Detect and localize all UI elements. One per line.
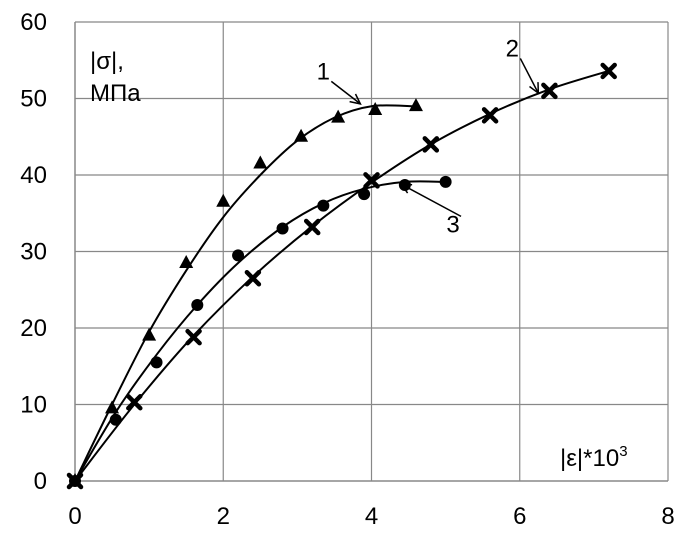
series-1-point <box>331 109 346 123</box>
series-3-point <box>109 413 122 426</box>
x-axis-label-superscript: 3 <box>619 443 627 460</box>
series-1-point <box>408 98 423 112</box>
series-3-point <box>439 175 452 188</box>
series-2-point <box>244 270 262 287</box>
axes <box>74 22 668 482</box>
grid <box>75 21 669 481</box>
annotation-arrow-2 <box>519 58 539 94</box>
series-2-point <box>600 62 617 80</box>
series-2-curve <box>74 70 609 482</box>
series-2-point <box>303 218 321 236</box>
x-tick-label: 6 <box>513 503 526 530</box>
y-tick-label: 30 <box>20 239 47 266</box>
y-tick-label: 10 <box>20 392 47 419</box>
series-2-point <box>422 136 440 153</box>
curve-annotations: 1 2 3 <box>317 35 540 238</box>
series-1-curve <box>74 104 413 482</box>
series-3-point <box>191 299 204 312</box>
y-tick-label: 50 <box>20 86 47 113</box>
x-tick-label: 2 <box>217 503 230 530</box>
series-1-point <box>253 155 268 169</box>
series-3-point <box>358 188 371 201</box>
y-tick-label: 0 <box>34 468 47 495</box>
series-3-point <box>232 249 245 262</box>
y-tick-label: 20 <box>20 315 47 342</box>
series-2-point <box>126 393 143 411</box>
series-3-point <box>150 356 163 369</box>
curve-label-1: 1 <box>317 58 330 85</box>
series-1-point <box>368 101 383 115</box>
annotation-arrowhead-2 <box>529 82 540 95</box>
x-axis-label: |ε|*103 <box>560 443 628 472</box>
y-tick-label: 40 <box>20 162 47 189</box>
annotation-arrow-1 <box>330 80 361 105</box>
series-2-point <box>363 172 380 189</box>
series-1-point <box>294 128 309 142</box>
x-tick-label: 8 <box>661 503 674 530</box>
series-1-point <box>142 327 157 341</box>
series-1-point <box>179 254 194 268</box>
annotation-arrow-3 <box>400 183 462 218</box>
series-curves <box>74 70 609 482</box>
annotation-arrowhead-1 <box>349 93 362 105</box>
y-axis-label-line2: МПа <box>90 80 141 107</box>
series-markers <box>66 62 617 490</box>
series-1-point <box>105 400 120 414</box>
series-3-curve <box>74 180 446 482</box>
series-3-point <box>276 222 289 235</box>
curve-label-3: 3 <box>446 211 459 238</box>
tick-labels: 0 2 4 6 8 0 10 20 30 40 50 60 <box>20 9 674 530</box>
x-tick-label: 0 <box>68 503 81 530</box>
series-2-point <box>185 328 202 346</box>
series-2-point <box>541 82 558 100</box>
y-tick-label: 60 <box>20 9 47 36</box>
x-axis-label-text: |ε|*10 <box>560 445 619 472</box>
series-3-point <box>69 475 81 487</box>
x-tick-label: 4 <box>365 503 378 530</box>
y-axis-label-line1: |σ|, <box>90 48 124 75</box>
annotation-arrowhead-3 <box>399 183 413 194</box>
series-3-point <box>317 199 330 212</box>
curve-label-2: 2 <box>506 35 519 62</box>
series-2-point <box>481 107 499 124</box>
series-1-point <box>216 193 231 207</box>
